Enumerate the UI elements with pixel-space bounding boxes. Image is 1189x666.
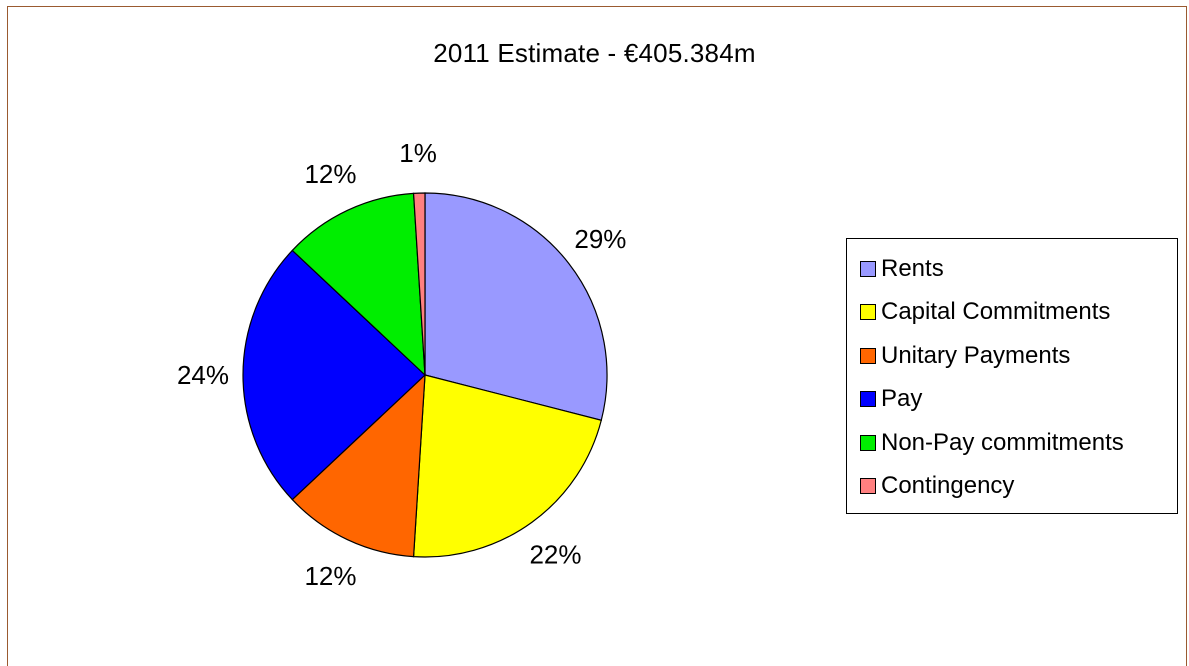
legend-swatch	[860, 347, 876, 364]
pie-slice-contingency	[412, 192, 426, 376]
legend-label: Unitary Payments	[881, 341, 1071, 369]
pie-slices	[242, 192, 608, 558]
legend-label: Capital Commitments	[881, 298, 1111, 326]
legend-label: Non-Pay commitments	[881, 428, 1124, 456]
chart-title: 2011 Estimate - €405.384m	[433, 38, 756, 68]
pie-slice-capital-commitments	[412, 374, 603, 558]
legend-swatch	[860, 391, 876, 408]
legend-swatch	[860, 260, 876, 277]
legend-entry: Non-Pay commitments	[847, 421, 1177, 465]
pie-slice-rents	[424, 192, 608, 421]
pie-value-label: 12%	[304, 561, 356, 591]
legend: Rents Capital Commitments Unitary Payments…	[846, 238, 1178, 514]
legend-label: Rents	[881, 254, 944, 282]
legend-label: Contingency	[881, 472, 1015, 500]
pie-value-label: 29%	[574, 224, 626, 254]
pie-slice-pay	[242, 249, 426, 501]
pie-value-label: 22%	[529, 540, 581, 570]
legend-entry: Capital Commitments	[847, 291, 1177, 335]
pie-slice-unitary-payments	[291, 373, 426, 558]
pie-value-labels: 29% 22% 12% 24% 12% 1%	[177, 138, 626, 591]
pie-value-label: 12%	[304, 159, 356, 189]
legend-entry: Unitary Payments	[847, 334, 1177, 378]
pie-value-label: 24%	[177, 360, 229, 390]
pie-value-label: 1%	[399, 138, 437, 168]
legend-entry: Contingency	[847, 465, 1177, 509]
legend-swatch	[860, 304, 876, 321]
legend-entry: Pay	[847, 378, 1177, 422]
legend-entry: Rents	[847, 247, 1177, 291]
legend-swatch	[860, 434, 876, 451]
legend-label: Pay	[881, 385, 923, 413]
pie-slice-non-pay-commitments	[291, 192, 426, 377]
legend-swatch	[860, 478, 876, 495]
